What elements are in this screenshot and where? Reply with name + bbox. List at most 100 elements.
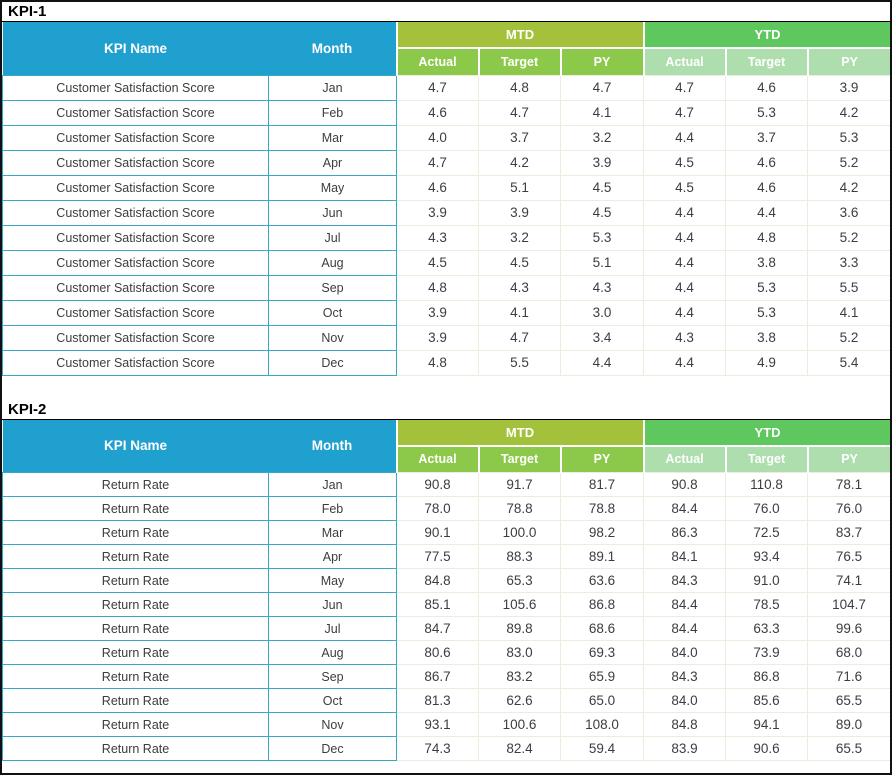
- value-cell[interactable]: 4.3: [559, 274, 645, 301]
- month-cell[interactable]: Apr: [268, 544, 397, 569]
- value-cell[interactable]: 91.7: [478, 472, 561, 497]
- ytd-actual-header[interactable]: Actual: [642, 444, 726, 473]
- value-cell[interactable]: 84.7: [396, 616, 479, 641]
- month-cell[interactable]: May: [268, 174, 397, 201]
- kpi-name-cell[interactable]: Customer Satisfaction Score: [2, 299, 269, 326]
- value-cell[interactable]: 4.4: [643, 249, 727, 276]
- value-cell[interactable]: 84.4: [643, 496, 727, 521]
- value-cell[interactable]: 4.7: [559, 74, 645, 101]
- value-cell[interactable]: 3.9: [396, 299, 479, 326]
- value-cell[interactable]: 4.5: [396, 249, 479, 276]
- value-cell[interactable]: 83.7: [807, 520, 890, 545]
- value-cell[interactable]: 94.1: [725, 712, 809, 737]
- month-cell[interactable]: Sep: [268, 664, 397, 689]
- value-cell[interactable]: 63.6: [559, 568, 645, 593]
- value-cell[interactable]: 4.7: [396, 74, 479, 101]
- kpi-name-column-header[interactable]: KPI Name: [2, 419, 269, 473]
- value-cell[interactable]: 90.8: [396, 472, 479, 497]
- value-cell[interactable]: 110.8: [725, 472, 809, 497]
- ytd-group-header[interactable]: YTD: [642, 22, 890, 48]
- value-cell[interactable]: 80.6: [396, 640, 479, 665]
- value-cell[interactable]: 86.8: [559, 592, 645, 617]
- value-cell[interactable]: 4.8: [396, 349, 479, 376]
- value-cell[interactable]: 5.2: [807, 149, 890, 176]
- value-cell[interactable]: 81.3: [396, 688, 479, 713]
- value-cell[interactable]: 4.3: [396, 224, 479, 251]
- value-cell[interactable]: 85.6: [725, 688, 809, 713]
- value-cell[interactable]: 4.4: [643, 274, 727, 301]
- value-cell[interactable]: 4.9: [725, 349, 809, 376]
- value-cell[interactable]: 93.1: [396, 712, 479, 737]
- value-cell[interactable]: 84.3: [643, 664, 727, 689]
- month-cell[interactable]: Jan: [268, 74, 397, 101]
- value-cell[interactable]: 74.3: [396, 736, 479, 761]
- value-cell[interactable]: 4.6: [725, 174, 809, 201]
- value-cell[interactable]: 90.8: [643, 472, 727, 497]
- value-cell[interactable]: 4.4: [725, 199, 809, 226]
- value-cell[interactable]: 4.4: [643, 124, 727, 151]
- section-title-kpi-1[interactable]: KPI-1: [2, 2, 890, 22]
- value-cell[interactable]: 72.5: [725, 520, 809, 545]
- value-cell[interactable]: 83.9: [643, 736, 727, 761]
- value-cell[interactable]: 5.2: [807, 224, 890, 251]
- ytd-target-header[interactable]: Target: [724, 47, 808, 75]
- value-cell[interactable]: 85.1: [396, 592, 479, 617]
- value-cell[interactable]: 3.4: [559, 324, 645, 351]
- value-cell[interactable]: 91.0: [725, 568, 809, 593]
- value-cell[interactable]: 65.5: [807, 688, 890, 713]
- value-cell[interactable]: 86.8: [725, 664, 809, 689]
- month-cell[interactable]: Dec: [268, 736, 397, 761]
- value-cell[interactable]: 59.4: [559, 736, 645, 761]
- value-cell[interactable]: 93.4: [725, 544, 809, 569]
- value-cell[interactable]: 78.1: [807, 472, 890, 497]
- value-cell[interactable]: 89.8: [478, 616, 561, 641]
- value-cell[interactable]: 76.5: [807, 544, 890, 569]
- value-cell[interactable]: 76.0: [725, 496, 809, 521]
- month-cell[interactable]: Sep: [268, 274, 397, 301]
- value-cell[interactable]: 83.0: [478, 640, 561, 665]
- value-cell[interactable]: 98.2: [559, 520, 645, 545]
- value-cell[interactable]: 3.8: [725, 249, 809, 276]
- kpi-name-cell[interactable]: Return Rate: [2, 616, 269, 641]
- kpi-name-cell[interactable]: Customer Satisfaction Score: [2, 199, 269, 226]
- month-cell[interactable]: Oct: [268, 299, 397, 326]
- value-cell[interactable]: 78.8: [478, 496, 561, 521]
- kpi-name-cell[interactable]: Return Rate: [2, 592, 269, 617]
- value-cell[interactable]: 86.3: [643, 520, 727, 545]
- month-cell[interactable]: Feb: [268, 496, 397, 521]
- value-cell[interactable]: 4.5: [643, 174, 727, 201]
- value-cell[interactable]: 100.0: [478, 520, 561, 545]
- value-cell[interactable]: 3.2: [478, 224, 561, 251]
- value-cell[interactable]: 71.6: [807, 664, 890, 689]
- kpi-name-cell[interactable]: Customer Satisfaction Score: [2, 249, 269, 276]
- section-title-kpi-2[interactable]: KPI-2: [2, 400, 890, 420]
- value-cell[interactable]: 78.8: [559, 496, 645, 521]
- value-cell[interactable]: 84.0: [643, 640, 727, 665]
- kpi-name-cell[interactable]: Customer Satisfaction Score: [2, 124, 269, 151]
- value-cell[interactable]: 5.1: [559, 249, 645, 276]
- value-cell[interactable]: 3.9: [559, 149, 645, 176]
- value-cell[interactable]: 3.7: [478, 124, 561, 151]
- kpi-name-cell[interactable]: Return Rate: [2, 736, 269, 761]
- mtd-target-header[interactable]: Target: [477, 444, 561, 473]
- value-cell[interactable]: 4.8: [396, 274, 479, 301]
- month-cell[interactable]: Jun: [268, 199, 397, 226]
- value-cell[interactable]: 4.5: [559, 174, 645, 201]
- kpi-name-cell[interactable]: Customer Satisfaction Score: [2, 99, 269, 126]
- value-cell[interactable]: 5.5: [807, 274, 890, 301]
- value-cell[interactable]: 4.6: [725, 74, 809, 101]
- value-cell[interactable]: 3.2: [559, 124, 645, 151]
- value-cell[interactable]: 100.6: [478, 712, 561, 737]
- value-cell[interactable]: 105.6: [478, 592, 561, 617]
- value-cell[interactable]: 84.1: [643, 544, 727, 569]
- value-cell[interactable]: 81.7: [559, 472, 645, 497]
- value-cell[interactable]: 4.8: [725, 224, 809, 251]
- kpi-name-cell[interactable]: Customer Satisfaction Score: [2, 149, 269, 176]
- value-cell[interactable]: 4.4: [559, 349, 645, 376]
- value-cell[interactable]: 4.4: [643, 349, 727, 376]
- value-cell[interactable]: 3.9: [807, 74, 890, 101]
- kpi-name-cell[interactable]: Return Rate: [2, 472, 269, 497]
- value-cell[interactable]: 86.7: [396, 664, 479, 689]
- value-cell[interactable]: 108.0: [559, 712, 645, 737]
- kpi-name-cell[interactable]: Return Rate: [2, 496, 269, 521]
